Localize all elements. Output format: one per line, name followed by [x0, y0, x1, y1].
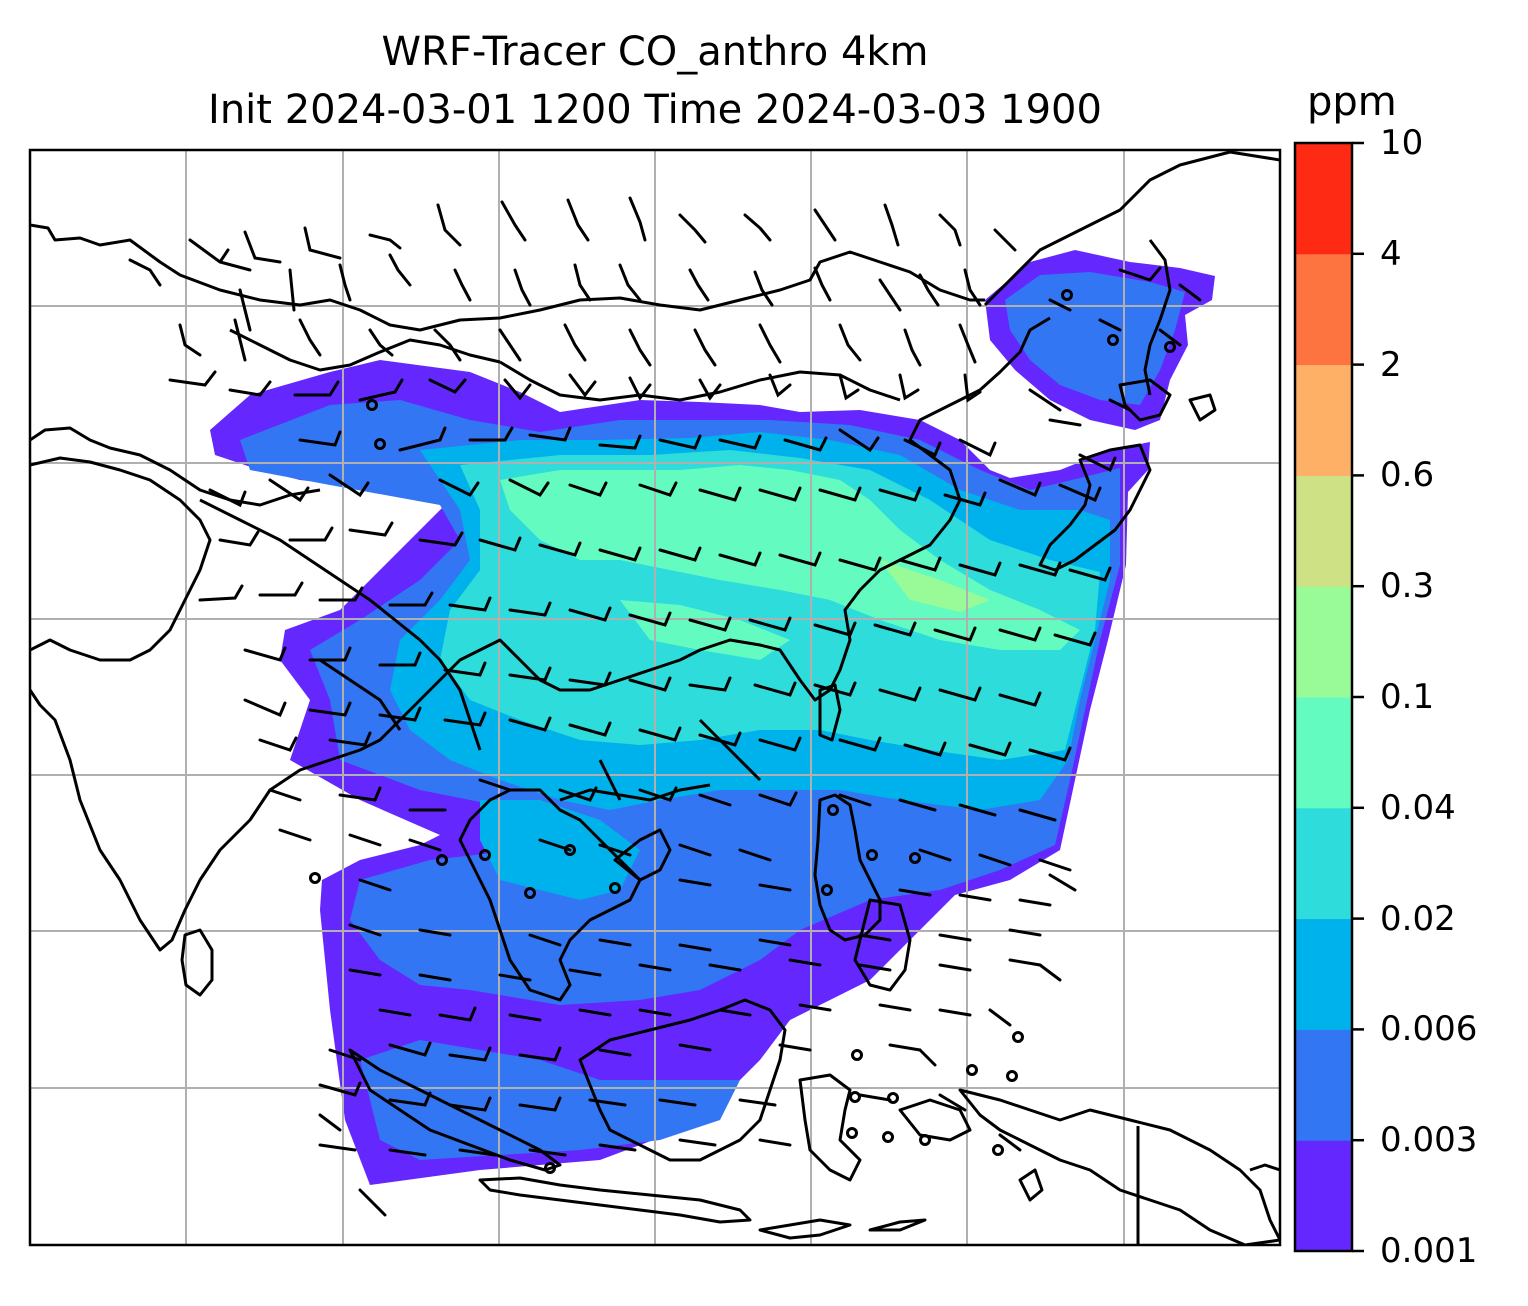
colorbar-tick-label: 0.6 — [1380, 455, 1435, 496]
wind-barbs — [128, 196, 1202, 1217]
colorbar-tick-label: 10 — [1380, 123, 1424, 163]
colorbar-tick-label: 0.04 — [1380, 787, 1456, 828]
map-frame — [28, 148, 1282, 1247]
colorbar-unit-label: ppm — [1307, 79, 1397, 125]
colorbar-band — [1295, 253, 1352, 366]
colorbar-tick-label: 4 — [1380, 233, 1402, 274]
graticule — [30, 150, 1280, 1245]
map-subtitle: Init 2024-03-01 1200 Time 2024-03-03 190… — [208, 87, 1102, 133]
colorbar-band — [1295, 1140, 1352, 1252]
colorbar-tick-label: 0.003 — [1380, 1120, 1478, 1161]
colorbar-band — [1295, 807, 1352, 920]
plume-1-patch — [620, 600, 790, 660]
colorbar-tick-label: 0.02 — [1380, 898, 1456, 939]
plume-02-southeast-asia — [480, 800, 640, 900]
plume-3-patch — [880, 560, 990, 612]
colorbar-tick-label: 0.006 — [1380, 1009, 1478, 1050]
colorbar-band — [1295, 586, 1352, 698]
colorbar-tick-label: 0.001 — [1380, 1231, 1478, 1271]
tracer-field — [210, 250, 1215, 1185]
colorbar-band — [1295, 1029, 1352, 1141]
plume-006-south — [360, 1040, 740, 1160]
calm-wind-markers — [309, 289, 1176, 1174]
colorbar — [1295, 141, 1364, 1253]
map-title: WRF-Tracer CO_anthro 4km — [381, 29, 929, 75]
colorbar-band — [1295, 143, 1352, 255]
colorbar-band — [1295, 918, 1352, 1030]
colorbar-band — [1295, 475, 1352, 587]
colorbar-tick-label: 0.3 — [1380, 566, 1435, 607]
colorbar-tick-label: 2 — [1380, 344, 1402, 385]
colorbar-frame — [1293, 141, 1354, 1253]
colorbar-band — [1295, 364, 1352, 476]
colorbar-tick-label: 0.1 — [1380, 677, 1435, 717]
coastlines — [30, 150, 1280, 1245]
colorbar-band — [1295, 697, 1352, 809]
